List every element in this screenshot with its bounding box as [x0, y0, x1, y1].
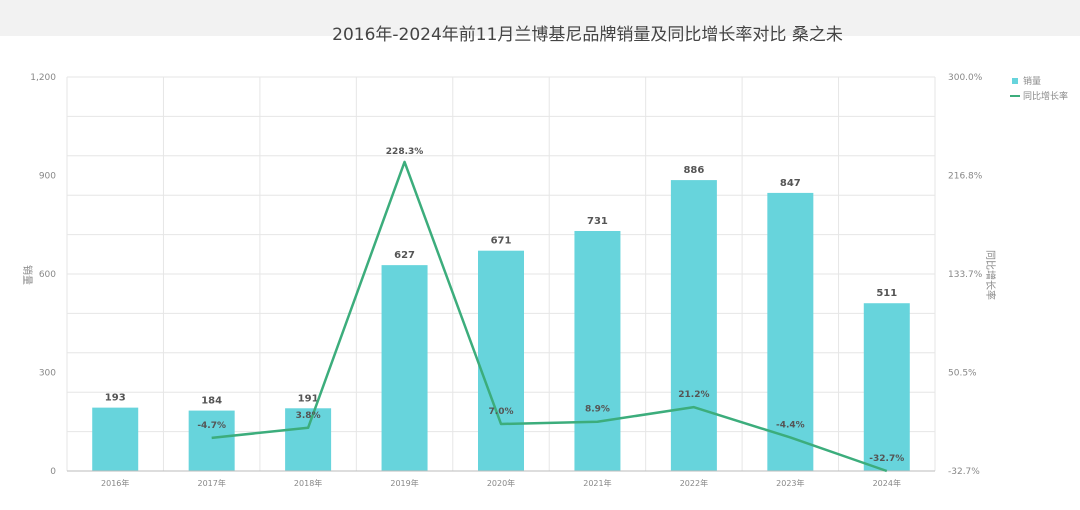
legend-line-label: 同比增长率: [1023, 90, 1068, 102]
y-tick-label: 900: [39, 172, 56, 182]
bar-value-label: 511: [876, 288, 897, 299]
bar: [92, 407, 139, 471]
bar-value-label: 847: [780, 178, 801, 189]
y2-tick-label: 50.5%: [948, 369, 977, 379]
bar: [670, 180, 717, 471]
bar: [188, 410, 235, 471]
bar-value-label: 193: [105, 393, 126, 404]
x-tick-label: 2024年: [873, 478, 901, 488]
x-tick-label: 2016年: [101, 478, 129, 488]
y2-tick-label: 300.0%: [948, 73, 983, 83]
bar: [285, 408, 332, 471]
bar-value-label: 731: [587, 216, 608, 227]
bar: [574, 230, 621, 471]
y2-axis-title: 同比增长率: [984, 250, 997, 300]
x-tick-label: 2017年: [197, 478, 225, 488]
y2-tick-label: 133.7%: [948, 270, 983, 280]
y-axis-title: 销量: [21, 265, 34, 285]
growth-line: [211, 160, 888, 473]
bar: [863, 303, 910, 471]
x-tick-label: 2018年: [294, 478, 322, 488]
y-tick-label: 0: [50, 467, 56, 477]
x-tick-label: 2022年: [680, 478, 708, 488]
line-point-label: 21.2%: [678, 390, 709, 400]
x-tick-label: 2019年: [390, 478, 418, 488]
y2-tick-label: -32.7%: [948, 467, 980, 477]
legend-bar-swatch: [1012, 78, 1018, 84]
bar: [478, 250, 524, 471]
bar-value-label: 184: [201, 396, 222, 407]
top-band: [0, 0, 1080, 36]
legend-bar-label: 销量: [1023, 75, 1041, 87]
y-tick-label: 1,200: [30, 73, 56, 83]
bar-value-label: 886: [683, 165, 704, 176]
y-tick-label: 300: [39, 369, 56, 379]
y-tick-label: 600: [39, 270, 56, 280]
bar-value-label: 671: [491, 236, 512, 247]
bar: [767, 192, 814, 471]
line-point-label: -4.4%: [776, 420, 805, 430]
line-point-label: 8.9%: [585, 405, 610, 415]
x-tick-label: 2021年: [583, 478, 611, 488]
line-point-label: -4.7%: [197, 421, 226, 431]
y2-tick-label: 216.8%: [948, 172, 983, 182]
line-point-label: 228.3%: [386, 147, 424, 157]
chart-title: 2016年-2024年前11月兰博基尼品牌销量及同比增长率对比 桑之未: [332, 25, 843, 45]
line-point-label: -32.7%: [869, 454, 904, 464]
bar-value-label: 191: [298, 393, 319, 404]
line-point-label: 7.0%: [489, 407, 514, 417]
bar-value-label: 627: [394, 250, 415, 261]
bar: [381, 265, 428, 471]
x-tick-label: 2023年: [776, 478, 804, 488]
x-tick-label: 2020年: [487, 478, 515, 488]
line-point-label: 3.8%: [296, 411, 321, 421]
